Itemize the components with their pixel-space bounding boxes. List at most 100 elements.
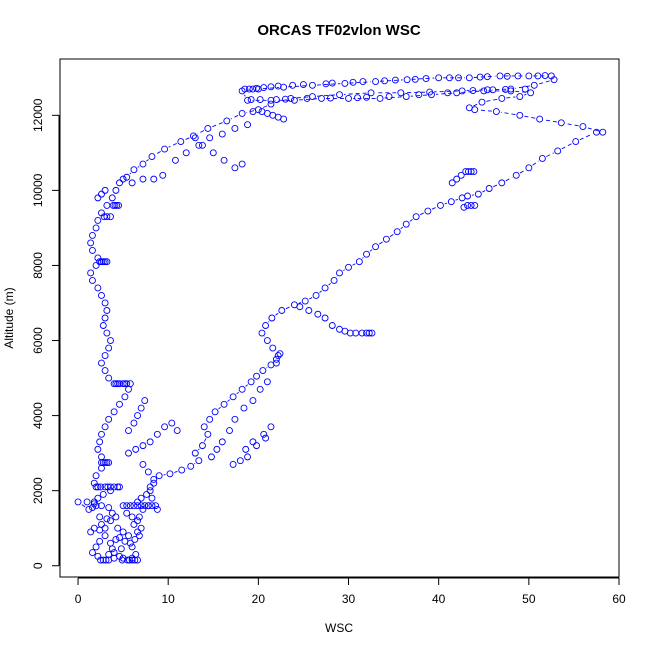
data-point (229, 393, 237, 401)
data-connector (285, 306, 291, 310)
data-connector (524, 115, 536, 119)
data-point (92, 224, 100, 232)
data-point (89, 504, 96, 512)
data-point (94, 216, 102, 224)
data-point (272, 355, 280, 363)
data-point (105, 459, 113, 466)
data-point (382, 235, 390, 243)
data-connector (405, 91, 426, 94)
data-point (336, 91, 343, 99)
data-point (572, 138, 580, 146)
data-connector (410, 94, 428, 97)
data-point (244, 453, 251, 461)
data-point (478, 98, 486, 106)
data-connector (288, 85, 308, 88)
data-point (244, 96, 251, 104)
data-point (171, 156, 179, 164)
data-point (121, 393, 129, 401)
data-point (208, 453, 215, 461)
data-point (455, 74, 462, 82)
data-point (303, 94, 311, 102)
data-point (525, 72, 533, 80)
data-connector (479, 109, 492, 112)
data-connector (389, 233, 394, 237)
data-point (213, 445, 221, 453)
data-point (218, 438, 226, 446)
data-point (241, 85, 249, 93)
data-point (105, 504, 113, 512)
data-point (99, 258, 107, 266)
data-point (103, 515, 111, 523)
data-point (146, 438, 154, 446)
data-connector (230, 115, 239, 120)
y-axis: 0 2000 4000 6000 8000 10000 12000 (31, 98, 60, 569)
data-point (412, 213, 420, 221)
data-connector (369, 249, 373, 252)
data-connector (129, 172, 132, 175)
data-point (262, 434, 270, 442)
y-axis-label: Altitude (m) (2, 287, 16, 348)
data-connector (362, 257, 364, 259)
data-point (448, 179, 456, 187)
data-point (363, 93, 370, 101)
data-point (276, 350, 284, 358)
data-point (101, 186, 109, 194)
data-point (599, 128, 607, 136)
data-connector (262, 105, 268, 109)
data-point (527, 89, 535, 97)
y-tick-label: 8000 (31, 252, 45, 279)
data-point (514, 72, 522, 80)
data-point (118, 556, 126, 564)
data-point (521, 85, 529, 93)
data-point (89, 246, 96, 254)
data-point (281, 95, 289, 103)
data-point (108, 545, 116, 553)
data-point (274, 82, 282, 90)
data-point (115, 201, 123, 209)
data-point (137, 524, 145, 532)
data-connector (546, 152, 554, 157)
data-point (105, 344, 113, 352)
data-point (280, 115, 288, 123)
data-connector (466, 89, 483, 92)
data-point (98, 459, 105, 466)
data-point (262, 322, 270, 329)
data-point (94, 254, 102, 262)
data-point (328, 322, 336, 329)
data-point (238, 385, 246, 393)
data-point (92, 261, 100, 269)
data-point (507, 85, 515, 93)
data-point (125, 532, 132, 540)
data-point (464, 192, 471, 200)
data-point (101, 352, 109, 359)
data-point (90, 524, 98, 532)
data-connector (81, 504, 86, 508)
data-point (103, 307, 111, 314)
data-point (464, 201, 471, 209)
data-point (131, 556, 139, 564)
data-point (124, 556, 132, 564)
data-point (85, 505, 93, 513)
data-point (141, 397, 149, 405)
data-point (512, 171, 520, 179)
data-point (301, 297, 309, 305)
data-point (249, 108, 257, 116)
data-connector (493, 184, 498, 188)
data-point (98, 190, 105, 198)
data-point (359, 78, 367, 85)
data-connector (579, 133, 593, 141)
data-point (402, 220, 410, 228)
data-point (305, 307, 313, 314)
data-point (516, 93, 524, 100)
data-point (134, 528, 141, 536)
y-tick-label: 4000 (31, 402, 45, 429)
data-point (253, 372, 261, 380)
data-connector (316, 83, 341, 86)
data-connector (486, 98, 498, 102)
data-point (125, 449, 132, 457)
data-connector (523, 93, 527, 96)
data-connector (295, 96, 309, 99)
data-point (268, 314, 276, 322)
data-point (328, 79, 336, 87)
data-point (223, 117, 231, 125)
